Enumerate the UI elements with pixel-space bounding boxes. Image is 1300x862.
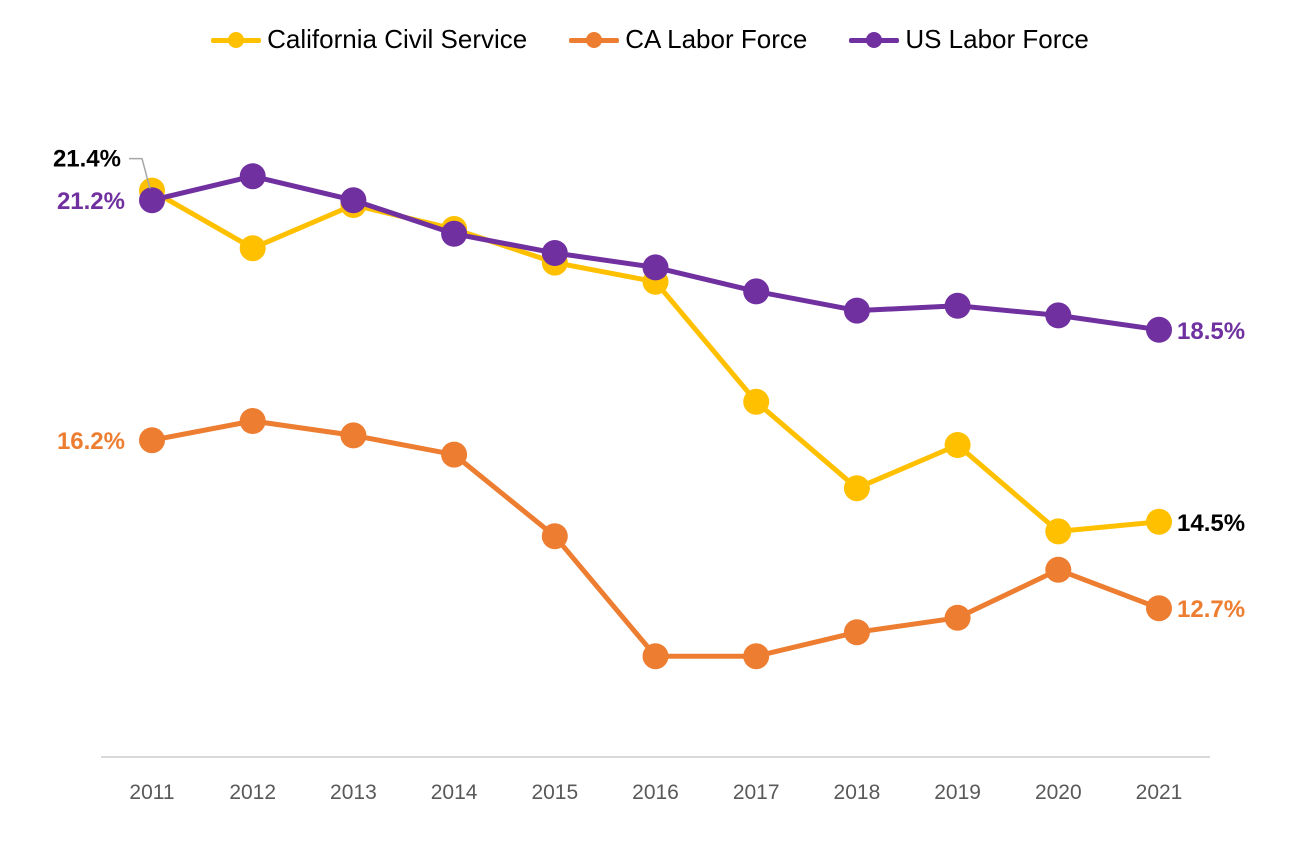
data-point-us-labor-force-2021 [1146,316,1172,343]
data-label-california-civil-service-2011: 21.4% [53,146,121,173]
legend-item-us-labor-force: US Labor Force [849,24,1089,55]
data-point-us-labor-force-2019 [944,292,971,319]
data-point-us-labor-force-2020 [1045,302,1072,329]
data-point-ca-labor-force-2019 [944,604,971,631]
data-point-ca-labor-force-2013 [340,422,367,449]
series-line-ca-labor-force [149,418,1162,659]
data-point-california-civil-service-2012 [239,235,266,262]
legend-marker-icon [849,27,900,53]
x-tick-label: 2016 [632,781,679,804]
data-point-california-civil-service-2020 [1045,518,1072,545]
legend-marker-icon [569,27,620,53]
x-tick-label: 2014 [431,781,478,804]
data-point-ca-labor-force-2020 [1045,556,1072,583]
x-tick-labels: 2011 2012 2013 2014 2015 2016 2017 2018 2019 2020… [129,781,1182,804]
data-point-us-labor-force-2015 [541,240,568,266]
series-ca-labor-force [139,408,1172,670]
data-label-california-civil-service-2021: 14.5% [1177,510,1245,537]
series-us-labor-force [139,163,1172,343]
legend-label: CA Labor Force [625,24,808,54]
legend: California Civil Service CA Labor Force US… [0,24,1300,55]
data-point-ca-labor-force-2011 [139,427,165,454]
series-line-california-civil-service [149,188,1162,534]
data-point-us-labor-force-2013 [340,187,367,214]
data-point-ca-labor-force-2017 [743,643,770,670]
data-point-us-labor-force-2011 [139,187,165,214]
x-tick-label: 2011 [129,781,174,804]
data-label-ca-labor-force-2011: 16.2% [57,428,125,455]
legend-label: US Labor Force [905,24,1089,54]
legend-label: California Civil Service [267,24,528,54]
data-point-ca-labor-force-2021 [1146,595,1172,622]
legend-marker-icon [211,27,262,53]
legend-item-california-civil-service: California Civil Service [211,24,527,55]
x-tick-label: 2019 [934,781,981,804]
series-line-us-labor-force [149,173,1162,333]
data-point-california-civil-service-2017 [743,388,770,415]
x-tick-label: 2015 [531,781,578,804]
x-tick-label: 2020 [1035,781,1082,804]
label-leader-line [129,157,151,189]
x-tick-label: 2018 [834,781,881,804]
data-point-california-civil-service-2019 [944,432,971,458]
data-point-california-civil-service-2018 [843,475,870,502]
series-california-civil-service [139,177,1172,545]
data-point-ca-labor-force-2016 [642,643,669,670]
x-tick-label: 2012 [229,781,276,804]
data-point-us-labor-force-2012 [239,163,266,190]
data-point-ca-labor-force-2012 [239,408,266,434]
data-point-california-civil-service-2021 [1146,508,1172,535]
data-label-us-labor-force-2021: 18.5% [1177,318,1245,345]
data-point-us-labor-force-2014 [441,220,468,247]
series-layer [139,163,1172,670]
data-label-ca-labor-force-2021: 12.7% [1177,596,1245,623]
data-point-ca-labor-force-2014 [441,441,468,468]
data-point-ca-labor-force-2015 [541,523,568,550]
legend-item-ca-labor-force: CA Labor Force [569,24,807,55]
data-point-us-labor-force-2017 [743,278,770,305]
x-tick-label: 2021 [1136,781,1183,804]
data-point-ca-labor-force-2018 [843,619,870,646]
data-labels: 21.4% 14.5% 16.2% 12.7% 21.2% 18.5% [53,146,1245,624]
data-label-us-labor-force-2011: 21.2% [57,188,125,215]
data-point-us-labor-force-2018 [843,297,870,324]
x-tick-label: 2017 [733,781,780,804]
x-tick-label: 2013 [330,781,377,804]
data-point-us-labor-force-2016 [642,254,669,281]
